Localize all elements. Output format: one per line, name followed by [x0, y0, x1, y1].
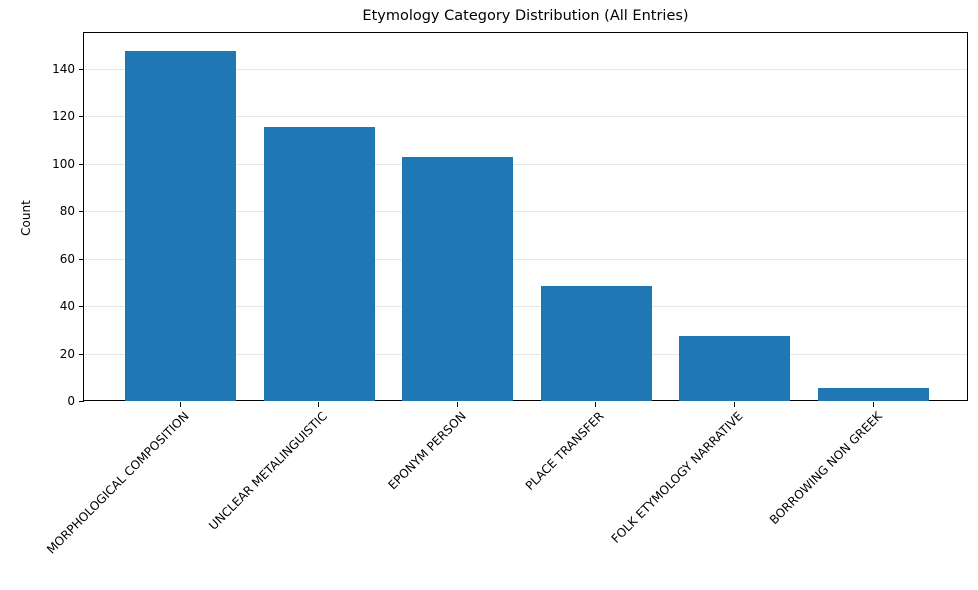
gridline — [84, 353, 967, 355]
bar — [263, 126, 375, 401]
bar — [125, 50, 236, 401]
y-tick-label: 0 — [67, 394, 75, 408]
y-tick-label: 20 — [59, 346, 75, 361]
bar — [540, 285, 652, 401]
x-tick-label: MORPHOLOGICAL COMPOSITION — [43, 409, 192, 557]
plot-area — [79, 32, 968, 407]
x-tick-label: UNCLEAR METALINGUISTIC — [206, 409, 330, 533]
x-tick — [733, 402, 735, 407]
x-tick — [179, 402, 181, 407]
y-tick — [79, 211, 84, 213]
y-tick-label: 100 — [52, 156, 75, 171]
y-tick-label: 80 — [59, 204, 75, 219]
chart-title: Etymology Category Distribution (All Ent… — [362, 8, 689, 24]
y-tick — [79, 401, 84, 402]
y-tick-label: 60 — [59, 251, 75, 266]
gridline — [84, 116, 967, 118]
gridline — [84, 68, 967, 70]
gridline — [84, 306, 967, 308]
x-tick-label: EPONYM PERSON — [385, 409, 469, 493]
gridline — [84, 258, 967, 260]
y-tick-label: 120 — [52, 109, 75, 124]
gridline — [84, 211, 967, 213]
y-tick-label: 40 — [59, 299, 75, 314]
y-tick — [79, 68, 84, 70]
y-tick — [79, 306, 84, 308]
gridline — [84, 163, 967, 165]
x-tick-label: BORROWING NON GREEK — [766, 409, 885, 528]
y-tick — [79, 353, 84, 355]
x-tick — [872, 402, 874, 407]
y-axis-label: Count — [19, 200, 33, 236]
bar — [402, 157, 514, 401]
y-tick — [79, 116, 84, 118]
x-tick-label: FOLK ETYMOLOGY NARRATIVE — [608, 409, 746, 546]
y-tick — [79, 163, 84, 165]
x-tick-label: PLACE TRANSFER — [522, 409, 607, 493]
y-tick — [79, 258, 84, 260]
x-tick — [456, 402, 458, 407]
bar — [679, 335, 791, 401]
y-tick-label: 140 — [52, 61, 75, 76]
x-tick — [318, 402, 320, 407]
bar — [818, 387, 929, 401]
x-tick — [595, 402, 597, 407]
